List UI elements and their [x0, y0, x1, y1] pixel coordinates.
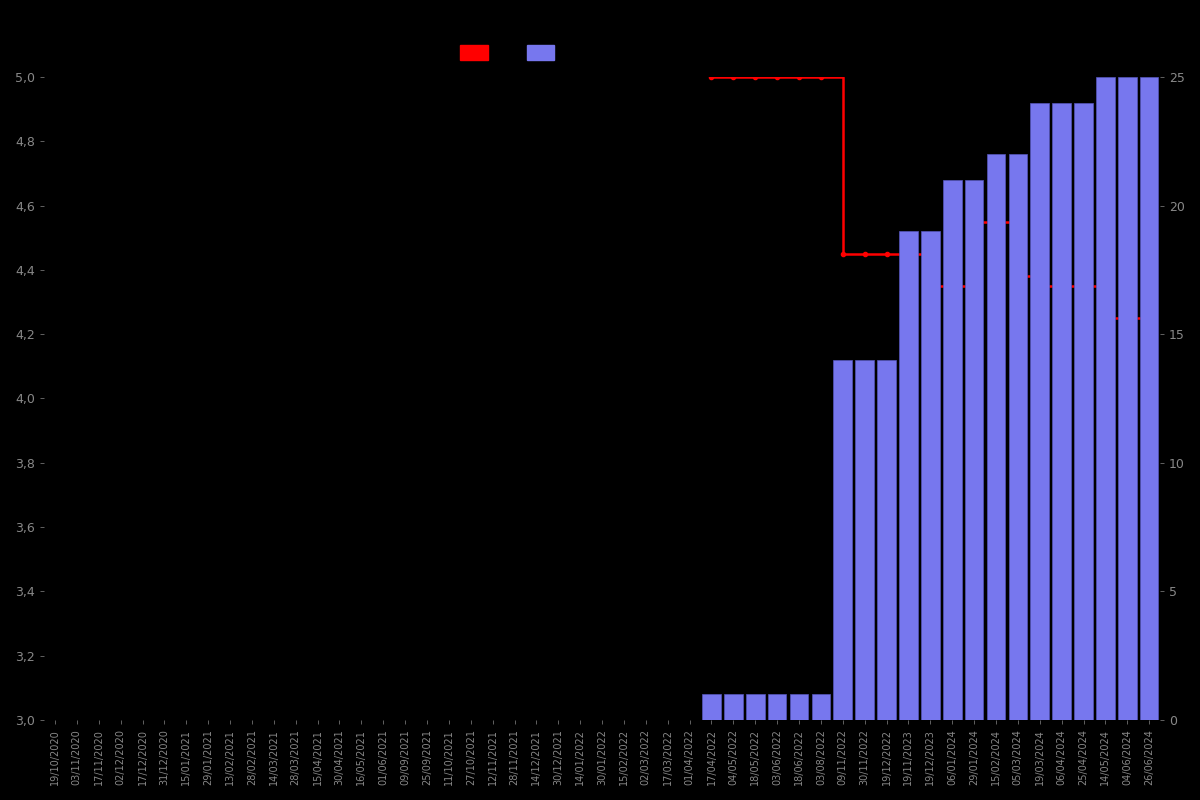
Bar [1074, 102, 1093, 720]
Bar [943, 180, 961, 720]
Bar [790, 694, 809, 720]
Bar [986, 154, 1006, 720]
Bar [899, 231, 918, 720]
Legend: , : , [460, 46, 565, 60]
Bar [877, 360, 896, 720]
Bar [1140, 77, 1158, 720]
Bar [834, 360, 852, 720]
Bar [856, 360, 874, 720]
Bar [1052, 102, 1070, 720]
Bar [922, 231, 940, 720]
Bar [702, 694, 721, 720]
Bar [965, 180, 983, 720]
Bar [746, 694, 764, 720]
Bar [768, 694, 786, 720]
Bar [724, 694, 743, 720]
Bar [1096, 77, 1115, 720]
Bar [1031, 102, 1049, 720]
Bar [1008, 154, 1027, 720]
Bar [811, 694, 830, 720]
Bar [1118, 77, 1136, 720]
